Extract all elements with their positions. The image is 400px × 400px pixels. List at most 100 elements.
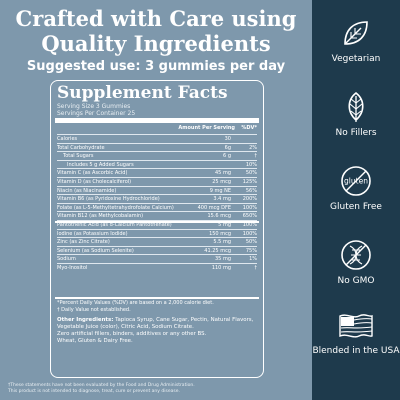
nutrient-row: Total Carbohydrate 6g 2% [57, 142, 257, 152]
nutrient-amount: 5.5 mg [213, 239, 231, 246]
badge-blended-usa: Blended in the USA [312, 312, 400, 357]
servings-per-container: Servings Per Container 25 [57, 110, 136, 117]
nutrient-amount: 150 mcg [209, 230, 231, 237]
nutrient-row: Vitamin B12 (as Methylcobalamin) 15.6 mcg… [57, 211, 257, 220]
disclaimer-line-2: This product is not intended to diagnose… [8, 389, 180, 394]
nutrient-row: Niacin (as Niacinamide) 9 mg NE 56% [57, 185, 257, 195]
badge-no-gmo: No GMO [312, 238, 400, 287]
divider-section [55, 221, 259, 223]
nutrient-rows: Calories 30 Total Carbohydrate 6g 2% Total Su… [57, 134, 257, 272]
divider-footer [55, 297, 259, 299]
nutrient-daily-value: 56% [245, 187, 257, 194]
serving-size: Serving Size 3 Gummies [57, 103, 131, 110]
nutrient-name: Pantothenic Acid (as d-Calcium Pantothen… [57, 221, 172, 228]
nutrient-daily-value: 650% [242, 213, 257, 220]
other-ingredients-label: Other Ingredients: [57, 317, 114, 323]
nutrient-amount: 400 mcg DFE [197, 204, 231, 211]
nutrient-name: Selenium (as Sodium Selenite) [57, 247, 134, 254]
nutrient-amount: 41.25 mcg [204, 247, 231, 254]
nutrient-row: Iodine (as Potassium Iodide) 150 mcg 100% [57, 228, 257, 238]
column-header: Amount Per Serving %DV* [57, 125, 257, 133]
nutrient-name: Myo-Inositol [57, 264, 88, 271]
nutrient-daily-value: 10% [245, 161, 257, 168]
nutrient-amount: 9 mg NE [209, 187, 231, 194]
headline-line-2: Quality Ingredients [41, 31, 271, 56]
nutrient-daily-value: † [254, 153, 258, 160]
nutrient-amount: 6g [224, 144, 231, 151]
dv-footnote-line-2: † Daily Value not established. [57, 306, 131, 313]
nutrient-daily-value: 2% [249, 144, 257, 151]
nutrient-row: Includes 5 g Added Sugars 10% [57, 159, 257, 169]
nutrient-row: Calories 30 [57, 134, 257, 143]
free-from-line-2: Wheat, Gluten & Dairy Free. [57, 338, 133, 344]
headline-line-1: Crafted with Care using [15, 6, 297, 31]
main-content: Crafted with Care using Quality Ingredie… [8, 6, 297, 394]
nutrient-name: Vitamin B6 (as Pyridoxine Hydrochloride) [57, 196, 160, 203]
svg-text:gluten: gluten [344, 177, 368, 186]
nutrient-name: Vitamin C (as Ascorbic Acid) [57, 170, 128, 177]
nutrient-amount: 35 mg [215, 256, 231, 263]
badge-vegetarian-label: Vegetarian [331, 54, 381, 64]
nutrient-name: Vitamin D (as Cholecalciferol) [57, 178, 132, 185]
nutrient-daily-value: 1% [249, 256, 257, 263]
disclaimer-line-1: †These statements have not been evaluate… [8, 383, 195, 388]
nutrient-daily-value: 100% [242, 230, 257, 237]
badge-no-gmo-label: No GMO [337, 276, 375, 286]
nutrient-amount: 45 mg [215, 170, 231, 177]
nutrient-amount: 6 g [223, 153, 231, 160]
nutrient-amount: 5 mg [218, 221, 231, 228]
leaf-icon [344, 21, 368, 45]
nutrient-daily-value: 100% [242, 204, 257, 211]
nutrient-row: Folate (as L-5-Methyltetrahydrofolate Ca… [57, 202, 257, 212]
nutrient-amount: 25 mcg [212, 178, 231, 185]
other-ingredients-text: Tapioca Syrup, Cane Sugar, Pectin, Natur… [57, 317, 254, 330]
nutrient-row: Selenium (as Sodium Selenite) 41.25 mcg 75… [57, 245, 257, 255]
nutrient-amount: 30 [224, 136, 231, 142]
column-dv-header: %DV* [241, 125, 257, 131]
gluten-free-icon: gluten [341, 166, 371, 196]
nutrient-amount: 15.6 mcg [207, 213, 231, 220]
nutrient-row: Vitamin D (as Cholecalciferol) 25 mcg 125% [57, 176, 257, 186]
badge-gluten-free: gluten Gluten Free [312, 164, 400, 213]
nutrient-name: Vitamin B12 (as Methylcobalamin) [57, 213, 144, 220]
nutrient-name: Total Sugars [63, 153, 94, 160]
nutrient-row: Myo-Inositol 110 mg † [57, 262, 258, 272]
free-from-line-1: Zero artificial fillers, binders, additi… [57, 331, 207, 337]
nutrient-row: Total Sugars 6 g † [57, 151, 257, 160]
dv-footnote-line-1: *Percent Daily Values (%DV) are based on… [57, 300, 214, 306]
nutrient-daily-value: 125% [242, 178, 257, 185]
badge-no-fillers-label: No Fillers [335, 128, 377, 138]
nutrient-daily-value: 100% [242, 221, 257, 228]
divider-thick [55, 118, 259, 123]
nutrient-daily-value: 200% [242, 196, 257, 203]
nutrient-row: Vitamin C (as Ascorbic Acid) 45 mg 50% [57, 168, 257, 177]
nutrient-daily-value: † [254, 264, 258, 271]
badge-no-fillers: No Fillers [312, 90, 400, 139]
nutrient-name: Sodium [57, 256, 76, 263]
nutrient-amount: 110 mg [211, 264, 231, 271]
nutrient-daily-value: 50% [245, 170, 257, 177]
badge-blended-usa-label: Blended in the USA [312, 346, 400, 356]
column-amount-header: Amount Per Serving [178, 125, 235, 131]
supplement-facts-panel: Supplement Facts Serving Size 3 Gummies … [50, 80, 264, 378]
nutrient-name: Includes 5 g Added Sugars [67, 161, 134, 168]
nutrient-daily-value: 50% [245, 239, 257, 246]
leaf-outline-icon [348, 91, 364, 122]
badge-sidebar: Vegetarian No Fillers gluten Gluten Free… [312, 0, 400, 400]
us-flag-icon [339, 314, 373, 338]
nutrient-name: Calories [57, 136, 78, 142]
nutrient-row: Pantothenic Acid (as d-Calcium Pantothen… [57, 219, 257, 229]
badge-vegetarian: Vegetarian [312, 16, 400, 65]
suggested-use: Suggested use: 3 gummies per day [26, 59, 286, 74]
dv-footnote: *Percent Daily Values (%DV) are based on… [57, 300, 257, 313]
nutrient-name: Folate (as L-5-Methyltetrahydrofolate Ca… [57, 204, 174, 211]
nutrient-daily-value: 75% [245, 247, 257, 254]
no-gmo-icon [341, 240, 371, 270]
nutrient-name: Zinc (as Zinc Citrate) [57, 239, 110, 246]
nutrient-row: Sodium 35 mg 1% [57, 254, 257, 263]
badge-gluten-free-label: Gluten Free [330, 202, 382, 212]
nutrient-name: Total Carbohydrate [57, 144, 105, 151]
nutrient-name: Niacin (as Niacinamide) [57, 187, 117, 194]
other-ingredients: Other Ingredients: Tapioca Syrup, Cane S… [57, 317, 257, 345]
nutrient-name: Iodine (as Potassium Iodide) [57, 230, 128, 237]
